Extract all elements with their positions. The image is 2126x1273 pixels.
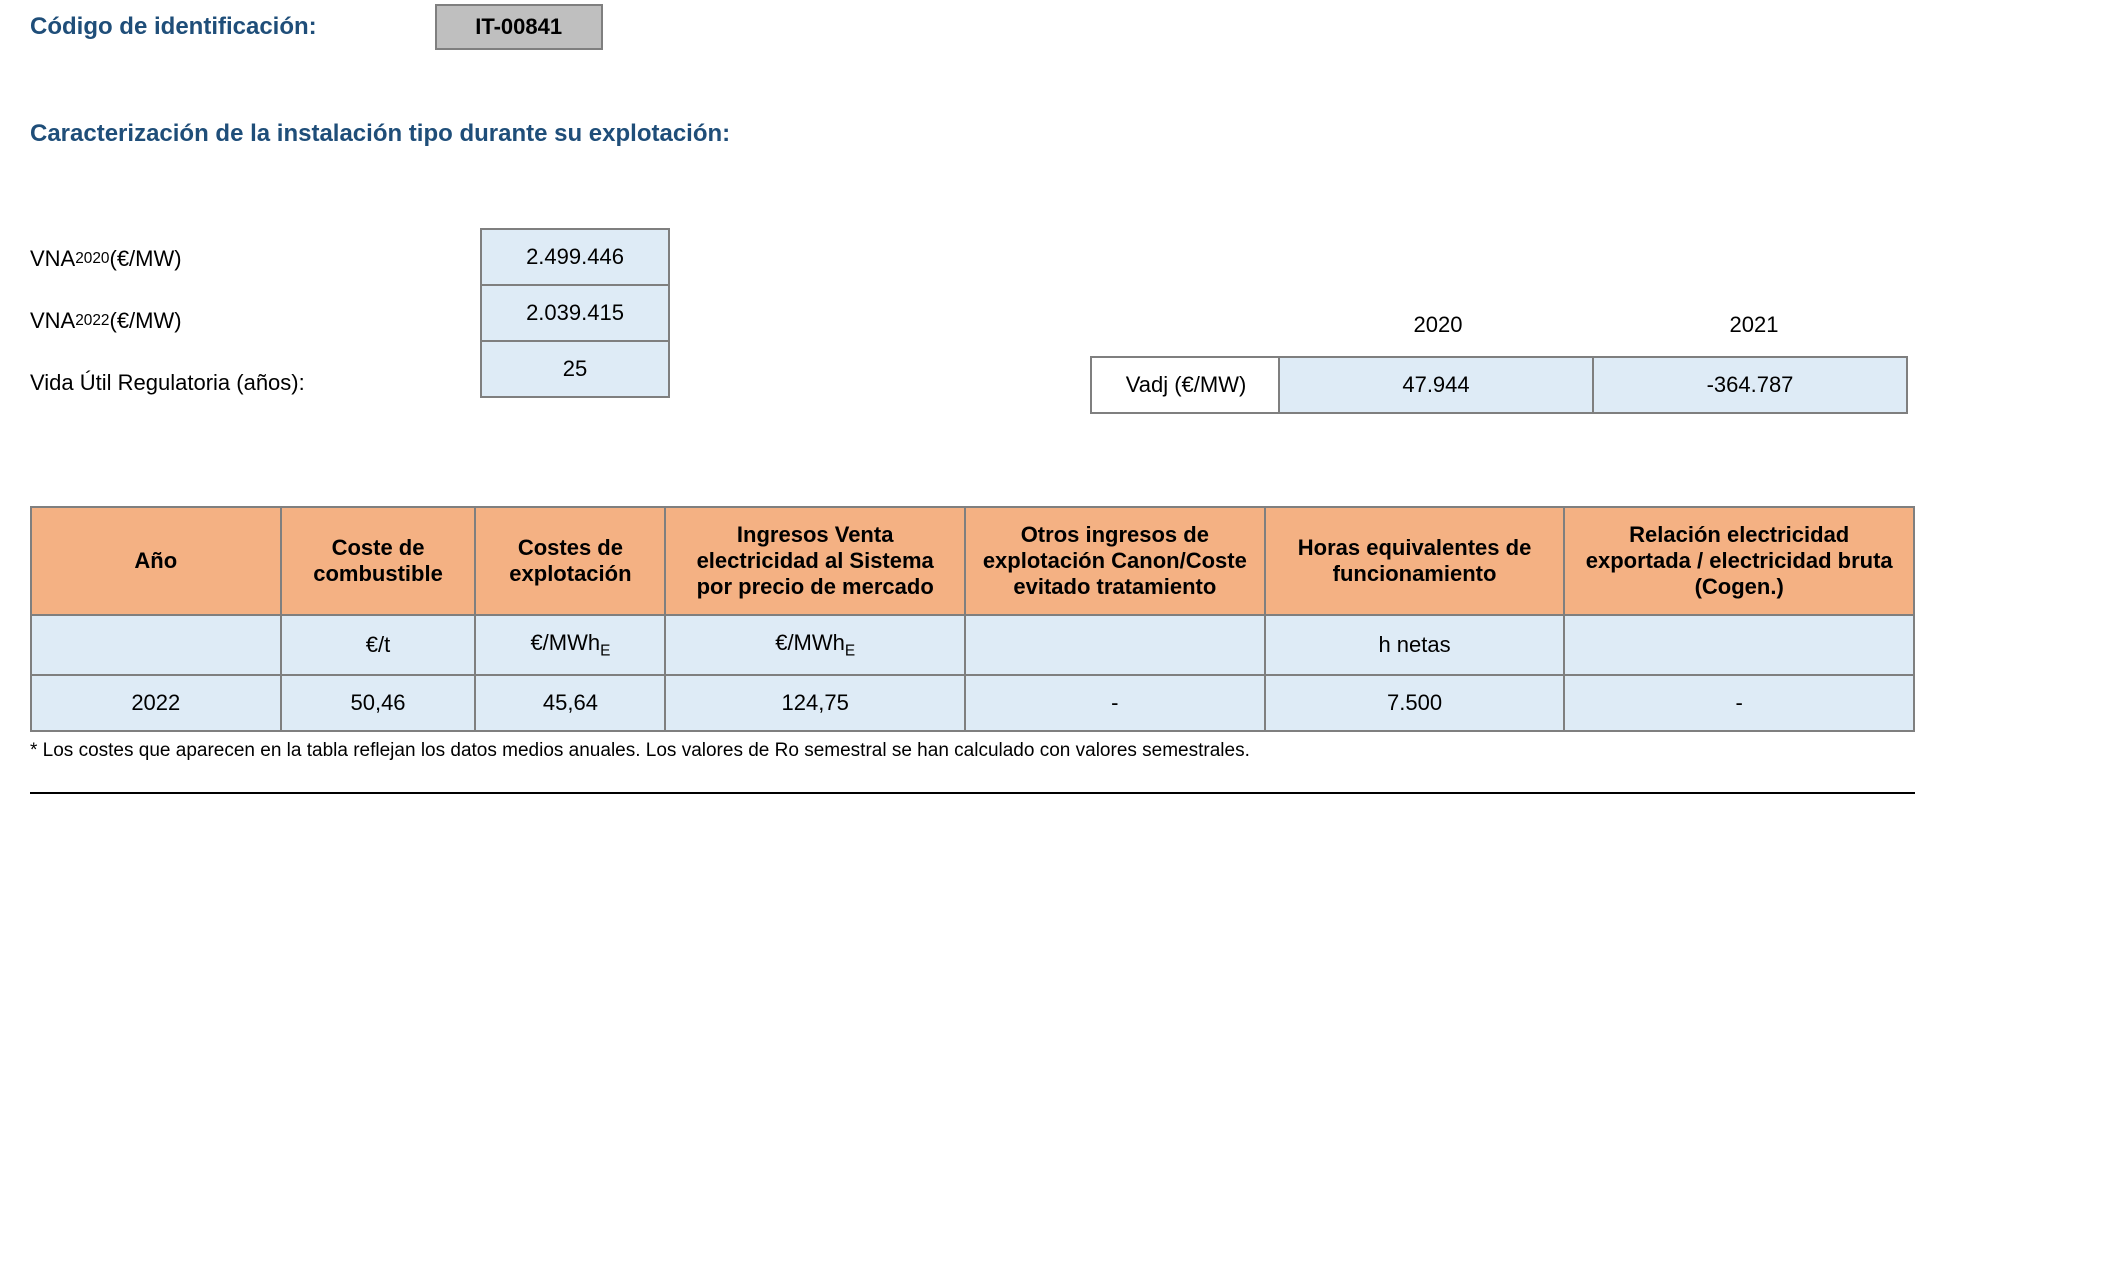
- vida-util-value: 25: [480, 340, 670, 398]
- cell-coste-combustible: 50,46: [281, 675, 476, 731]
- vadj-value-2: -364.787: [1592, 356, 1908, 414]
- table-data-row: 2022 50,46 45,64 124,75 - 7.500 -: [31, 675, 1914, 731]
- table-units-row: €/t €/MWhE €/MWhE h netas: [31, 615, 1914, 675]
- vadj-row: Vadj (€/MW) 47.944 -364.787: [1090, 356, 1912, 414]
- code-value: IT-00841: [435, 4, 603, 50]
- unit-c3: €/MWhE: [475, 615, 665, 675]
- parameters-labels: VNA2020 (€/MW) VNA2022 (€/MW) Vida Útil …: [30, 228, 480, 414]
- cell-ingresos-venta: 124,75: [665, 675, 965, 731]
- unit-c5: [965, 615, 1265, 675]
- vadj-area: 2020 2021 Vadj (€/MW) 47.944 -364.787: [1090, 312, 1912, 414]
- cell-horas: 7.500: [1265, 675, 1565, 731]
- vadj-value-1: 47.944: [1278, 356, 1594, 414]
- th-costes-explotacion: Costes de explotación: [475, 507, 665, 615]
- vadj-year-1: 2020: [1280, 312, 1596, 356]
- th-ingresos-venta: Ingresos Venta electricidad al Sistema p…: [665, 507, 965, 615]
- unit-c4: €/MWhE: [665, 615, 965, 675]
- unit-c2: €/t: [281, 615, 476, 675]
- cell-costes-explotacion: 45,64: [475, 675, 665, 731]
- vna2022-value: 2.039.415: [480, 284, 670, 342]
- th-horas: Horas equivalentes de funcionamiento: [1265, 507, 1565, 615]
- code-row: Código de identificación: IT-00841: [30, 4, 2096, 50]
- th-coste-combustible: Coste de combustible: [281, 507, 476, 615]
- parameters-values: 2.499.446 2.039.415 25: [480, 228, 670, 398]
- main-table: Año Coste de combustible Costes de explo…: [30, 506, 1915, 732]
- footnote: * Los costes que aparecen en la tabla re…: [30, 740, 2096, 762]
- unit-c7: [1564, 615, 1914, 675]
- th-otros-ingresos: Otros ingresos de explotación Canon/Cost…: [965, 507, 1265, 615]
- vna2020-label: VNA2020 (€/MW): [30, 228, 480, 290]
- unit-c1: [31, 615, 281, 675]
- main-table-wrap: Año Coste de combustible Costes de explo…: [30, 506, 2096, 794]
- vna2022-label: VNA2022 (€/MW): [30, 290, 480, 352]
- cell-relacion: -: [1564, 675, 1914, 731]
- table-header-row: Año Coste de combustible Costes de explo…: [31, 507, 1914, 615]
- vadj-label: Vadj (€/MW): [1090, 356, 1280, 414]
- cell-otros-ingresos: -: [965, 675, 1265, 731]
- vadj-year-2: 2021: [1596, 312, 1912, 356]
- vna2020-value: 2.499.446: [480, 228, 670, 286]
- parameters-left: VNA2020 (€/MW) VNA2022 (€/MW) Vida Útil …: [30, 228, 670, 414]
- vadj-spacer: [1090, 312, 1280, 356]
- unit-c6: h netas: [1265, 615, 1565, 675]
- divider-line: [30, 792, 1915, 794]
- code-id-label: Código de identificación:: [30, 13, 317, 41]
- th-relacion: Relación electricidad exportada / electr…: [1564, 507, 1914, 615]
- section-title: Caracterización de la instalación tipo d…: [30, 120, 2096, 148]
- vadj-year-header: 2020 2021: [1090, 312, 1912, 356]
- parameters-area: VNA2020 (€/MW) VNA2022 (€/MW) Vida Útil …: [30, 228, 2096, 414]
- vida-util-label: Vida Útil Regulatoria (años):: [30, 352, 480, 414]
- cell-ano: 2022: [31, 675, 281, 731]
- th-ano: Año: [31, 507, 281, 615]
